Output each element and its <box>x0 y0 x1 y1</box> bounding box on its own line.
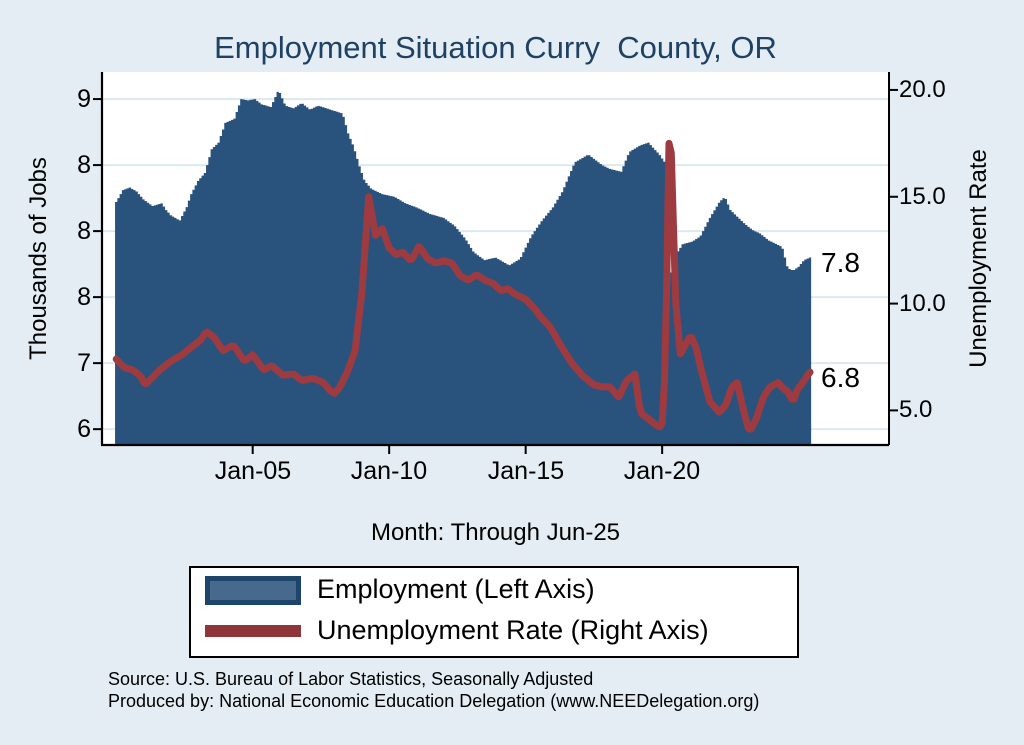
x-tick-label: Jan-10 <box>350 457 428 485</box>
unemployment-line <box>112 139 814 433</box>
footer-source-line: Source: U.S. Bureau of Labor Statistics,… <box>108 669 594 689</box>
employment-area <box>115 91 812 445</box>
employment-area-swatch <box>205 576 301 605</box>
right-tick-label: 5.0 <box>899 396 933 423</box>
chart-title: Employment Situation Curry County, OR <box>214 30 777 65</box>
unemployment-last-value-label: 6.8 <box>821 362 860 393</box>
x-axis-subtitle: Month: Through Jun-25 <box>370 519 621 546</box>
footer-produced-by-line: Produced by: National Economic Education… <box>108 691 760 711</box>
right-tick-label: 15.0 <box>899 183 946 210</box>
x-tick-label: Jan-05 <box>214 457 292 485</box>
left-axis-title: Thousands of Jobs <box>25 157 52 360</box>
employment-last-value-label: 7.8 <box>821 247 860 278</box>
left-tick-label: 8 <box>77 283 91 311</box>
x-tick-label: Jan-15 <box>487 457 565 485</box>
left-tick-label: 8 <box>77 217 91 245</box>
right-tick-label: 10.0 <box>899 290 946 317</box>
left-tick-label: 7 <box>77 349 91 377</box>
legend-box: Employment (Left Axis) Unemployment Rate… <box>189 566 799 658</box>
right-axis-title: Unemployment Rate <box>965 149 992 368</box>
x-tick-label: Jan-20 <box>623 457 701 485</box>
right-tick-label: 20.0 <box>899 76 946 103</box>
legend-label-employment: Employment (Left Axis) <box>317 574 595 604</box>
left-tick-label: 9 <box>77 85 91 113</box>
left-tick-label: 6 <box>77 415 91 443</box>
left-tick-label: 8 <box>77 151 91 179</box>
legend-label-unemployment: Unemployment Rate (Right Axis) <box>317 615 709 645</box>
unemployment-line-swatch <box>205 625 301 637</box>
